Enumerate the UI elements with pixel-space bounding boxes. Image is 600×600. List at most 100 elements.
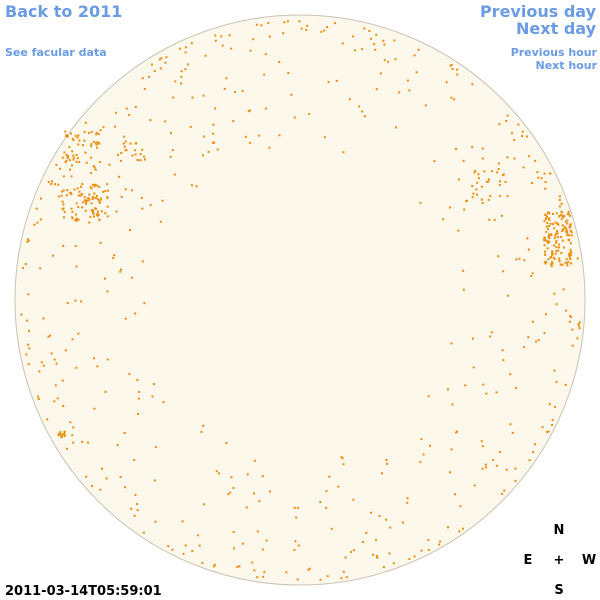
facula — [511, 431, 514, 434]
facula — [521, 135, 523, 137]
facula — [120, 195, 123, 198]
facula — [462, 527, 464, 530]
facula — [427, 549, 430, 551]
facula — [560, 252, 563, 254]
facula — [191, 184, 193, 187]
facula — [413, 555, 416, 558]
next-hour-link[interactable]: Next hour — [536, 59, 598, 72]
facula — [564, 261, 567, 264]
facula — [195, 185, 198, 188]
facula — [553, 227, 556, 230]
facula — [200, 430, 203, 433]
facula — [306, 24, 309, 27]
facula — [261, 475, 264, 478]
facula — [83, 199, 86, 202]
facula — [509, 373, 512, 376]
facula — [535, 340, 537, 343]
facula — [325, 490, 328, 492]
facula — [104, 277, 106, 280]
facula — [59, 432, 62, 435]
facula — [129, 142, 132, 145]
facula — [548, 219, 551, 221]
facula — [420, 549, 423, 552]
facula — [137, 159, 140, 162]
facula — [477, 173, 480, 176]
facula — [547, 228, 549, 230]
facula — [71, 164, 73, 167]
facula — [481, 467, 484, 470]
facula — [568, 234, 571, 237]
facula — [568, 320, 571, 323]
faculae — [20, 20, 581, 581]
facula — [120, 159, 122, 162]
back-link[interactable]: Back to 2011 — [5, 2, 122, 21]
facula — [59, 431, 62, 434]
facula — [545, 430, 548, 433]
facula — [453, 98, 456, 101]
facula — [577, 323, 580, 326]
facula — [106, 196, 109, 199]
facula — [570, 262, 573, 265]
facula — [576, 257, 579, 260]
facula — [555, 212, 558, 215]
facula — [50, 183, 53, 185]
facula — [501, 493, 504, 495]
facula — [77, 206, 80, 208]
facula — [455, 147, 457, 150]
facula — [75, 160, 78, 163]
facula — [125, 107, 128, 110]
facular-link[interactable]: See facular data — [5, 46, 107, 59]
facula — [557, 249, 560, 252]
facula — [362, 541, 364, 543]
facula — [567, 210, 570, 213]
facula — [319, 501, 322, 503]
facula — [420, 438, 423, 441]
facula — [135, 142, 137, 145]
facula — [264, 107, 267, 110]
facula — [97, 198, 99, 201]
previous-day-link[interactable]: Previous day — [480, 2, 597, 21]
facula — [578, 321, 581, 324]
facula — [265, 539, 268, 542]
facula — [215, 470, 218, 473]
facula — [499, 451, 502, 453]
facula — [72, 156, 75, 159]
facula — [526, 237, 529, 240]
facula — [489, 195, 492, 198]
facula — [570, 316, 573, 318]
facula — [233, 547, 235, 550]
facula — [124, 317, 127, 320]
facula — [96, 214, 99, 217]
facula — [551, 250, 554, 253]
facula — [92, 140, 95, 143]
facula — [86, 199, 89, 202]
facula — [161, 199, 164, 202]
facula — [153, 70, 156, 72]
facula — [337, 485, 340, 488]
facula — [84, 209, 87, 212]
solar-disk — [14, 14, 586, 586]
previous-hour-link[interactable]: Previous hour — [511, 46, 598, 59]
facula — [131, 154, 134, 157]
next-day-link[interactable]: Next day — [516, 19, 597, 38]
facula — [568, 214, 571, 217]
facula — [214, 39, 217, 42]
facula — [472, 192, 475, 195]
facula — [445, 81, 448, 84]
facula — [363, 115, 366, 118]
facula — [137, 397, 140, 400]
facula — [488, 218, 491, 221]
facula — [566, 262, 568, 265]
facula — [80, 300, 83, 303]
facula — [75, 265, 78, 268]
facula — [555, 241, 558, 244]
facula — [328, 475, 331, 478]
facula — [555, 303, 558, 306]
facula — [509, 423, 512, 426]
compass-west: W — [582, 553, 596, 568]
facula — [133, 514, 136, 517]
facula — [91, 485, 94, 487]
facula — [37, 398, 40, 400]
facula — [307, 568, 310, 571]
facula — [485, 466, 487, 469]
